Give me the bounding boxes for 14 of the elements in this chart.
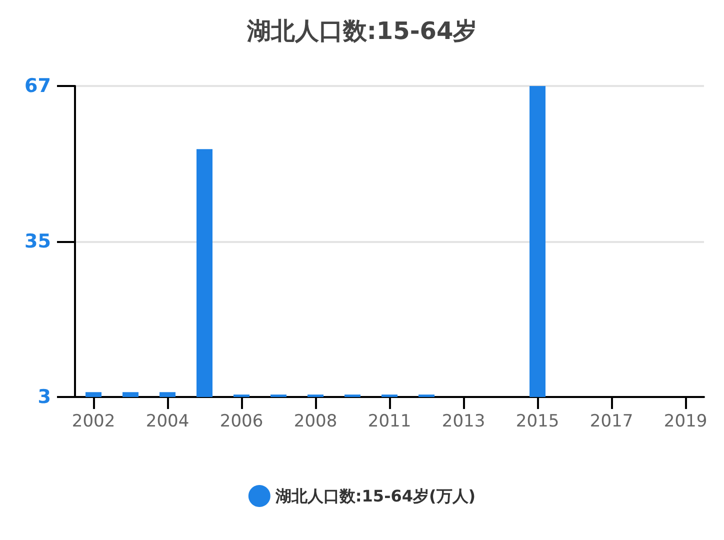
legend-label: 湖北人口数:15-64岁(万人)	[274, 486, 476, 506]
x-tick-label: 2017	[590, 412, 634, 432]
x-tick-label: 2019	[664, 412, 708, 432]
x-tick-label: 2002	[72, 412, 116, 432]
x-tick-label: 2015	[516, 412, 560, 432]
y-tick-label: 3	[38, 386, 51, 408]
x-tick-label: 2004	[146, 412, 190, 432]
x-tick-label: 2008	[294, 412, 338, 432]
x-tick-label: 2006	[220, 412, 264, 432]
x-tick-label: 2011	[368, 412, 412, 432]
x-tick-label: 2013	[442, 412, 486, 432]
y-tick-label: 67	[24, 75, 51, 97]
y-tick-label: 35	[24, 230, 51, 252]
chart-title: 湖北人口数:15-64岁	[246, 17, 478, 45]
